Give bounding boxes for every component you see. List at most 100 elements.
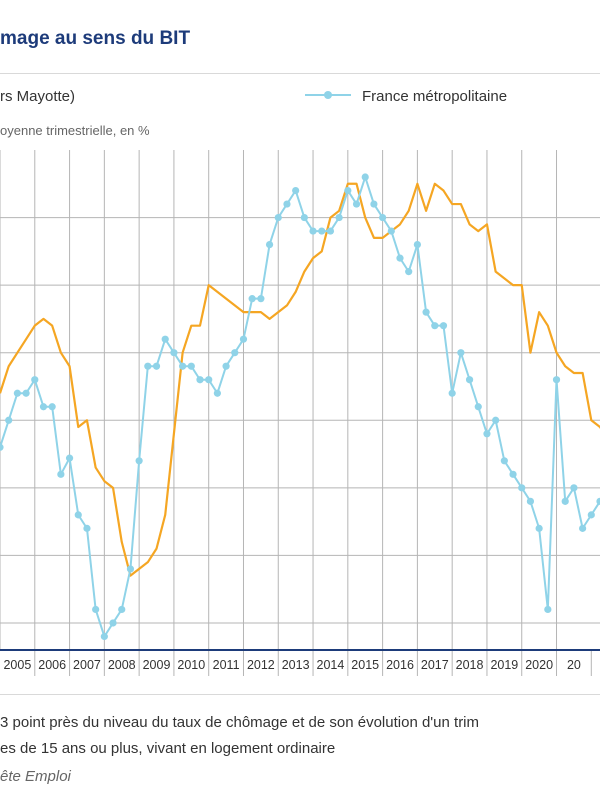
series-2-point (474, 403, 482, 411)
series-2-point (579, 524, 587, 532)
line-chart: 2005 2006 2007 2008 2009 2010 2011 2012 2013 2014… (0, 150, 600, 676)
series-2-point (92, 605, 100, 614)
x-tick-label: 2020 (525, 658, 553, 672)
footer-divider (0, 694, 600, 695)
series-2-point (0, 443, 4, 451)
series-2-point (518, 484, 526, 492)
x-tick-label: 2009 (143, 658, 171, 672)
series-2-point (135, 457, 143, 465)
series-2-point (196, 376, 204, 384)
x-tick-label: 2018 (456, 658, 484, 672)
series-2-point (492, 416, 500, 424)
series-2-point (222, 362, 230, 370)
series-2-point (144, 362, 152, 370)
header-divider (0, 73, 600, 74)
x-tick-label: 2011 (213, 658, 240, 672)
series-2-point (39, 403, 48, 411)
series-2-point (552, 376, 561, 384)
series-2-point (396, 254, 404, 262)
series-2-point (483, 430, 491, 438)
x-tick-label: 2006 (38, 658, 66, 672)
series-2-point (5, 416, 13, 424)
series-2-point (335, 213, 343, 222)
footnote-line-2: es de 15 ans ou plus, vivant en logement… (0, 740, 336, 757)
series-2-point (457, 349, 465, 357)
series-2-point (405, 268, 413, 276)
series-2-point (344, 186, 352, 195)
x-tick-label: 2010 (177, 658, 205, 672)
series-2-point (326, 227, 335, 235)
series-2-point (248, 295, 256, 303)
series-2-point (439, 322, 448, 330)
series-2-point (361, 173, 369, 181)
series-2-point (526, 497, 535, 505)
series-2-point (205, 376, 213, 384)
series-2-point (48, 403, 56, 411)
series-2-point (239, 335, 248, 343)
x-tick-label: 2013 (282, 658, 310, 672)
series-2-point (448, 389, 456, 397)
footnote-line-1: 3 point près du niveau du taux de chômag… (0, 714, 480, 731)
series-2-point (83, 524, 91, 532)
series-2-point (465, 376, 474, 384)
legend-label-series-1: rs Mayotte) (0, 88, 76, 105)
series-2-point (274, 213, 282, 222)
legend-swatch-series-2 (305, 91, 351, 99)
series-2-point (535, 524, 543, 532)
x-tick-label: 2015 (351, 658, 379, 672)
series-2-point (318, 227, 326, 235)
x-tick-label: 2019 (490, 658, 518, 672)
x-tick-label: 2012 (247, 658, 275, 672)
x-tick-label: 2017 (421, 658, 449, 672)
series-2-point (300, 213, 308, 222)
series-2-point (126, 565, 135, 573)
series-2-point (179, 362, 187, 370)
chart-title: mage au sens du BIT (0, 28, 191, 49)
series-2-point (587, 511, 595, 519)
series-2-point (379, 213, 387, 222)
series-2-point (65, 454, 74, 462)
series-2-point (100, 632, 108, 641)
series-2-point (431, 322, 439, 330)
series-2-point (231, 349, 239, 357)
series-line-2 (0, 176, 600, 638)
x-tick-label: 20 (567, 658, 581, 672)
x-axis (0, 649, 600, 676)
series-2-point (213, 389, 221, 397)
series-2-point (570, 484, 578, 492)
series-2-point (109, 619, 117, 627)
series-2-point (161, 335, 169, 343)
legend-label-series-2: France métropolitaine (362, 88, 508, 105)
series-2-point (57, 470, 65, 478)
x-tick-label: 2016 (386, 658, 414, 672)
series-2-point (544, 605, 552, 614)
series-2-point (22, 389, 30, 397)
series-2-point (265, 240, 274, 249)
series-2-point (13, 389, 21, 397)
series-line-1 (0, 182, 600, 577)
series-2-point (422, 308, 430, 316)
series-2-point (509, 470, 517, 478)
x-tick-label: 2007 (73, 658, 101, 672)
series-2-point (387, 227, 395, 235)
series-2-point (596, 497, 600, 505)
source-note: ête Emploi (0, 768, 71, 785)
y-axis-label: oyenne trimestrielle, en % (0, 123, 150, 138)
series-2-point (170, 349, 178, 357)
series-2-point (118, 605, 126, 614)
series-2-point (561, 497, 569, 505)
series-2-point (352, 200, 361, 208)
series-2-point (309, 227, 317, 235)
series-lines (0, 173, 600, 641)
series-2-point (257, 295, 265, 303)
x-tick-labels: 2005 2006 2007 2008 2009 2010 2011 2012 2013 2014… (3, 658, 580, 672)
series-2-point (500, 457, 508, 465)
series-2-point (370, 200, 378, 208)
series-2-point (292, 186, 300, 195)
series-2-point (74, 511, 82, 519)
series-2-point (187, 362, 195, 370)
series-2-point (413, 240, 421, 249)
series-2-point (152, 362, 161, 370)
x-tick-label: 2005 (3, 658, 31, 672)
